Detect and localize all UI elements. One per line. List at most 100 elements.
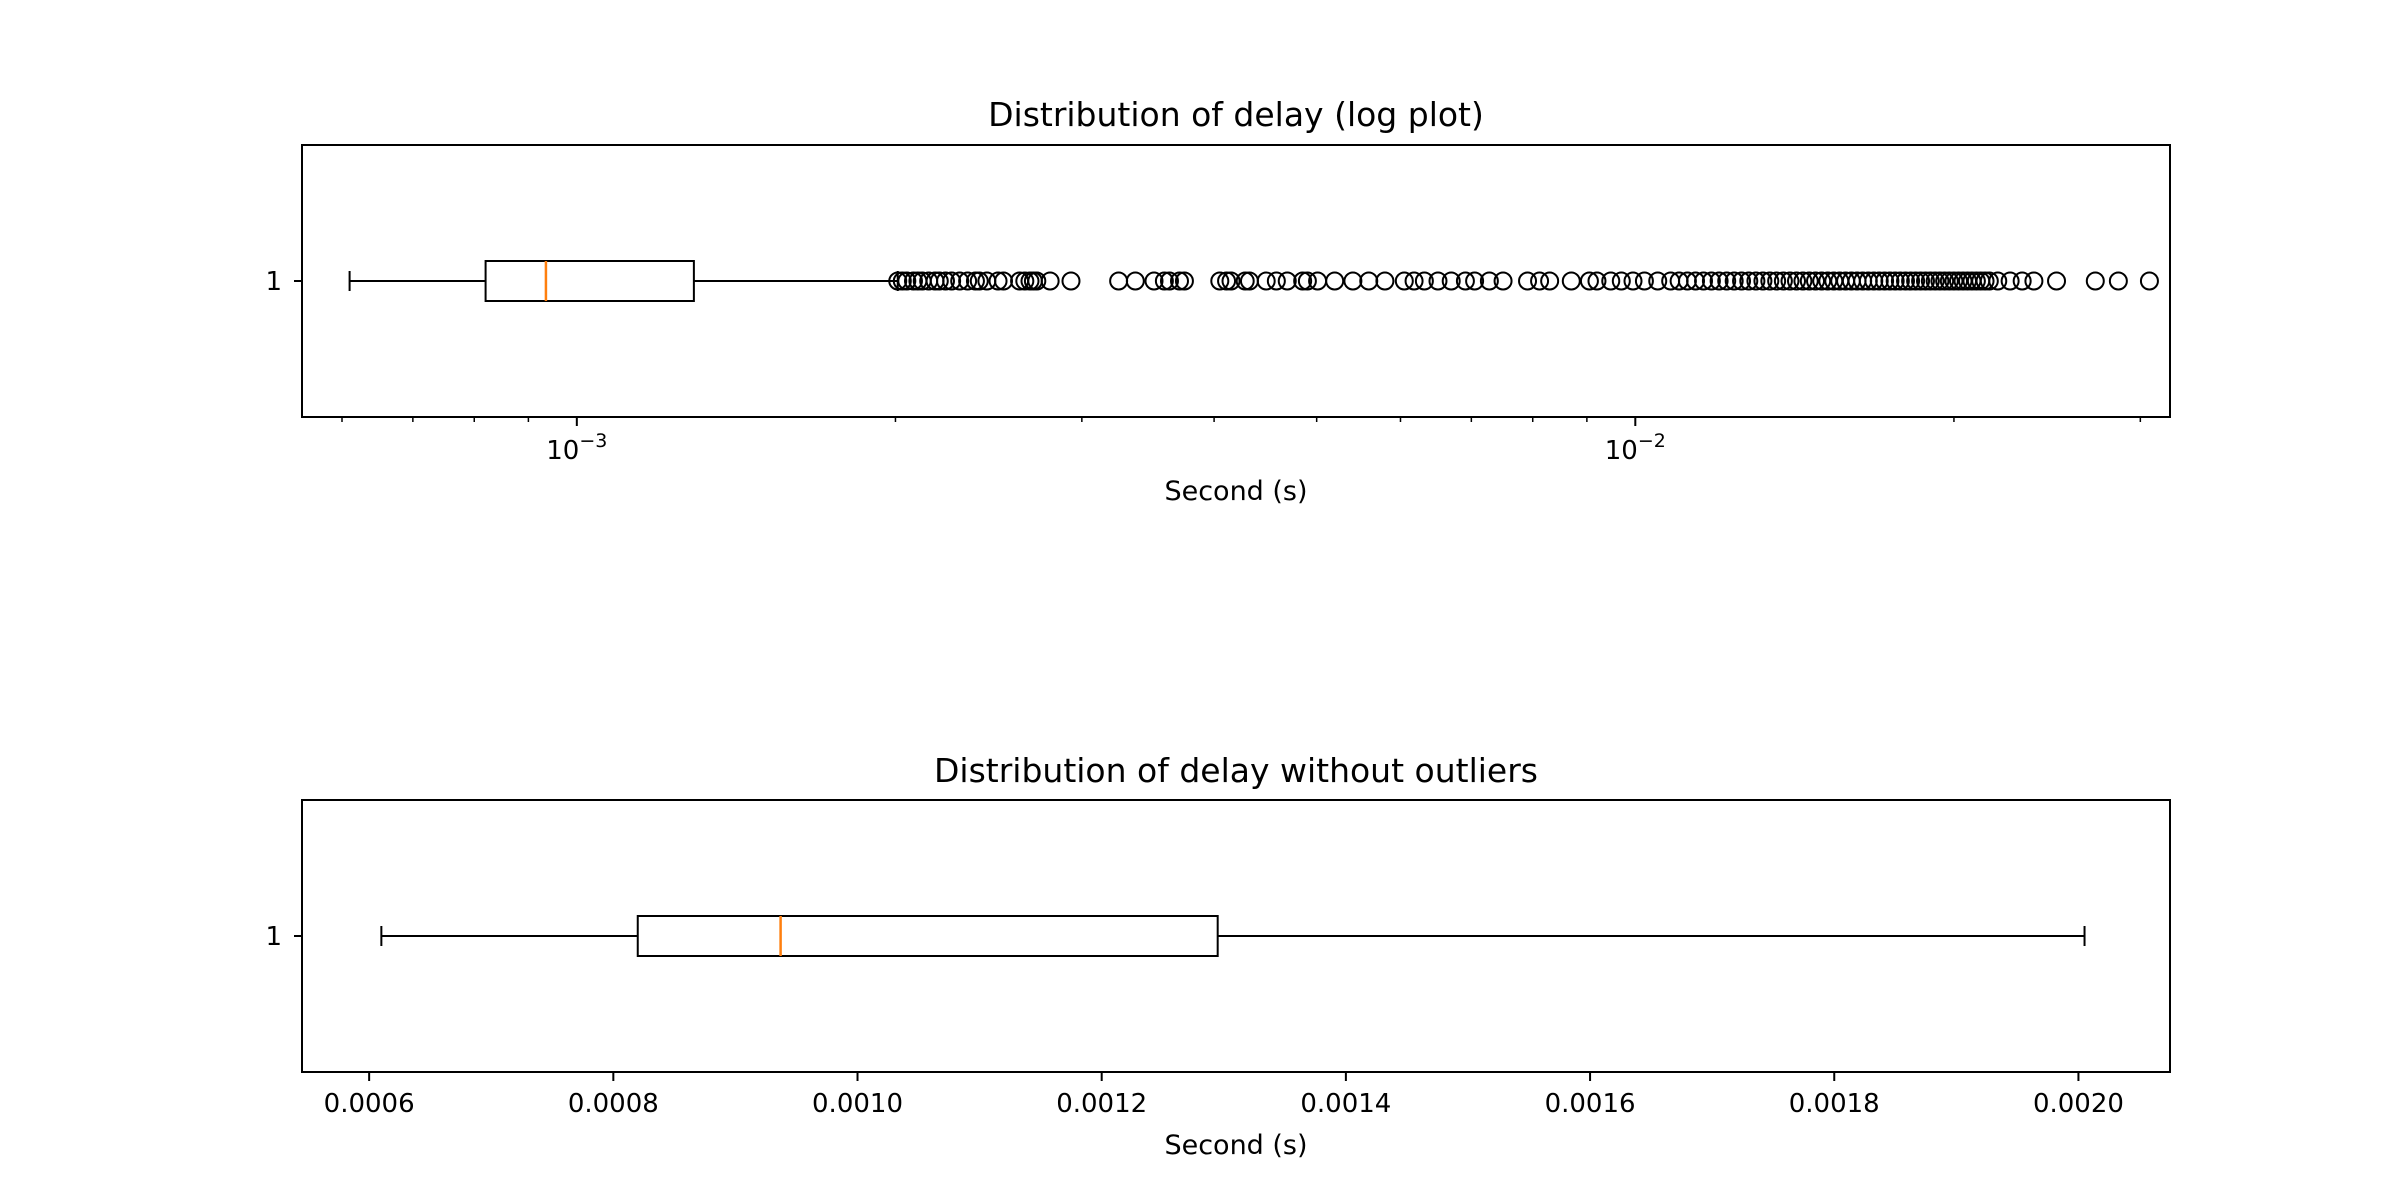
y-tick-label: 1 xyxy=(265,922,282,952)
log-plot-frame xyxy=(301,144,2171,418)
outlier-point xyxy=(1773,271,1793,291)
log-chart-title: Distribution of delay (log plot) xyxy=(988,95,1484,134)
outlier-point xyxy=(1930,271,1950,291)
outlier-point xyxy=(1885,271,1905,291)
outlier-point xyxy=(1027,271,1047,291)
outlier-point xyxy=(969,271,989,291)
outlier-point xyxy=(1780,271,1800,291)
outlier-point xyxy=(1623,271,1643,291)
outlier-point xyxy=(1040,271,1060,291)
outlier-point xyxy=(1717,271,1737,291)
outlier-point xyxy=(1441,271,1461,291)
outlier-point xyxy=(1911,271,1931,291)
log-boxplot-chart: Distribution of delay (log plot) 110−3 10… xyxy=(265,95,2171,507)
outlier-point xyxy=(1293,271,1313,291)
outlier-point xyxy=(892,271,912,291)
iqr-box xyxy=(636,915,1219,957)
outlier-point xyxy=(1915,271,1935,291)
outlier-point xyxy=(1812,271,1832,291)
outlier-point xyxy=(1760,271,1780,291)
outlier-point xyxy=(1686,271,1706,291)
outlier-point xyxy=(1869,271,1889,291)
linear-tick-layer: 1 0.0006 0.0008 0.0010 0.0012 0.0014 0.0016 0.0… xyxy=(265,922,2123,1119)
outlier-point xyxy=(888,271,908,291)
outlier-point xyxy=(1210,271,1230,291)
outlier-point xyxy=(1944,271,1964,291)
x-tick-label: 0.0014 xyxy=(1300,1089,1391,1119)
x-tick-label: 0.0006 xyxy=(324,1089,415,1119)
x-tick-label: 10−3 xyxy=(546,430,607,466)
outlier-point xyxy=(1634,271,1654,291)
outlier-point xyxy=(1920,271,1940,291)
outlier-point xyxy=(1159,271,1179,291)
outlier-point xyxy=(1601,271,1621,291)
outlier-point xyxy=(1015,271,1035,291)
outlier-point xyxy=(1880,271,1900,291)
outlier-point xyxy=(2085,271,2105,291)
iqr-box xyxy=(484,260,695,302)
outlier-point xyxy=(1709,271,1729,291)
log-plot-layer xyxy=(348,260,2159,302)
outlier-point xyxy=(1906,271,1926,291)
outlier-point xyxy=(1375,271,1395,291)
outlier-point xyxy=(1701,271,1721,291)
outlier-point xyxy=(1739,271,1759,291)
x-tick-label: 0.0016 xyxy=(1545,1089,1636,1119)
outlier-point xyxy=(1343,271,1363,291)
outlier-point xyxy=(2012,271,2032,291)
outlier-point xyxy=(1154,271,1174,291)
outlier-point xyxy=(903,271,923,291)
outlier-point xyxy=(1939,271,1959,291)
x-tick-label: 0.0018 xyxy=(1789,1089,1880,1119)
outlier-point xyxy=(1793,271,1813,291)
linear-chart-title: Distribution of delay without outliers xyxy=(934,751,1538,790)
outlier-point xyxy=(1394,271,1414,291)
outlier-point xyxy=(1648,271,1668,291)
outlier-point xyxy=(1732,271,1752,291)
outlier-point xyxy=(1966,271,1986,291)
outlier-point xyxy=(1414,271,1434,291)
outlier-point xyxy=(1217,271,1237,291)
outlier-point xyxy=(1221,271,1241,291)
outlier-point xyxy=(1925,271,1945,291)
outlier-point xyxy=(1561,271,1581,291)
outlier-point xyxy=(1465,271,1485,291)
outlier-point xyxy=(1896,271,1916,291)
outlier-point xyxy=(1753,271,1773,291)
outlier-point xyxy=(1479,271,1499,291)
outlier-point xyxy=(1455,271,1475,291)
x-tick-label: 0.0020 xyxy=(2033,1089,2124,1119)
outlier-point xyxy=(1890,271,1910,291)
linear-plot-frame xyxy=(301,799,2171,1073)
outlier-point xyxy=(1806,271,1826,291)
x-tick-label-exponent: −3 xyxy=(579,430,607,452)
outlier-point xyxy=(1144,271,1164,291)
outlier-point xyxy=(1587,271,1607,291)
outlier-point xyxy=(1799,271,1819,291)
outlier-point xyxy=(1611,271,1631,291)
log-tick-layer: 110−3 10−2 xyxy=(265,267,2142,466)
outlier-point xyxy=(958,271,978,291)
outlier-point xyxy=(1979,271,1999,291)
outlier-point xyxy=(1125,271,1145,291)
outlier-point xyxy=(1297,271,1317,291)
outlier-point xyxy=(1061,271,1081,291)
outlier-point xyxy=(1746,271,1766,291)
outlier-point xyxy=(1988,271,2008,291)
outlier-point xyxy=(1266,271,1286,291)
outlier-point xyxy=(942,271,962,291)
outlier-point xyxy=(1724,271,1744,291)
outlier-point xyxy=(950,271,970,291)
linear-chart-xlabel: Second (s) xyxy=(1164,1130,1307,1161)
outlier-point xyxy=(929,271,949,291)
outlier-point xyxy=(1404,271,1424,291)
x-tick-label-base: 10 xyxy=(1605,436,1638,466)
y-tick-label: 1 xyxy=(265,267,282,297)
outlier-point xyxy=(935,271,955,291)
outlier-point xyxy=(1256,271,1276,291)
outlier-point xyxy=(1530,271,1550,291)
outlier-point xyxy=(1579,271,1599,291)
x-tick-label: 0.0008 xyxy=(568,1089,659,1119)
